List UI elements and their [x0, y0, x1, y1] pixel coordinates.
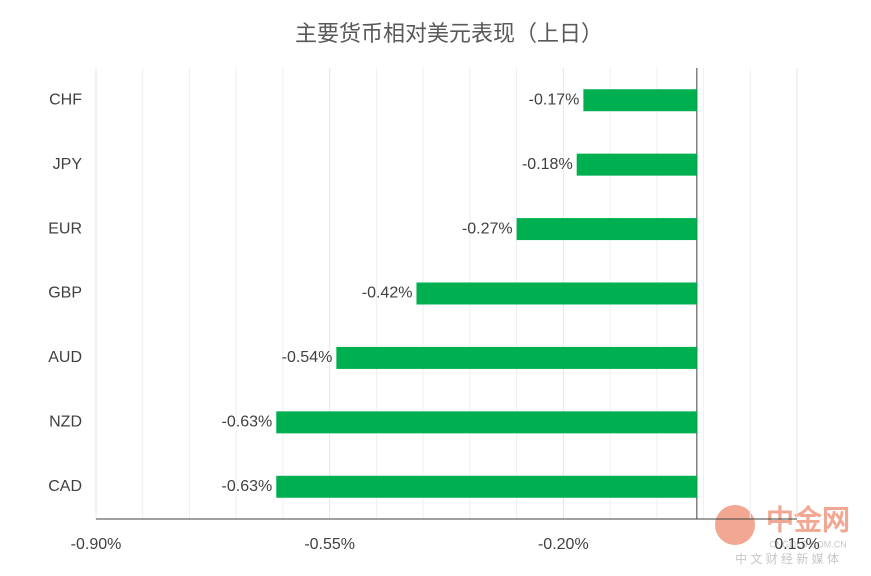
bar	[276, 411, 697, 434]
chart-title: 主要货币相对美元表现（上日）	[295, 21, 603, 46]
value-label: -0.42%	[362, 285, 413, 302]
y-tick-label: GBP	[48, 285, 82, 302]
value-label: -0.27%	[462, 220, 513, 237]
y-tick-label: CAD	[48, 478, 82, 495]
value-label: -0.54%	[282, 349, 333, 366]
y-tick-label: EUR	[48, 220, 82, 237]
bar	[416, 282, 697, 305]
y-tick-label: AUD	[48, 349, 82, 366]
bar	[516, 218, 697, 241]
x-tick-label: 0.15%	[774, 536, 819, 553]
x-tick-label: -0.90%	[71, 536, 122, 553]
x-tick-label: -0.55%	[304, 536, 355, 553]
bar	[576, 153, 697, 176]
bar	[276, 475, 697, 498]
bar	[336, 346, 697, 369]
y-tick-label: JPY	[53, 156, 83, 173]
value-label: -0.17%	[529, 91, 580, 108]
value-label: -0.63%	[222, 414, 273, 431]
watermark: 中金网 CNGOLD.COM.CN 中 文 财 经 新 媒 体	[715, 503, 850, 566]
value-label: -0.18%	[522, 156, 573, 173]
y-tick-label: NZD	[49, 414, 82, 431]
x-tick-label: -0.20%	[538, 536, 589, 553]
watermark-logo	[715, 505, 755, 545]
watermark-slogan: 中 文 财 经 新 媒 体	[735, 551, 839, 566]
watermark-url: CNGOLD.COM.CN	[769, 539, 847, 549]
y-tick-label: CHF	[49, 91, 82, 108]
value-label: -0.63%	[222, 478, 273, 495]
bar	[583, 89, 697, 112]
